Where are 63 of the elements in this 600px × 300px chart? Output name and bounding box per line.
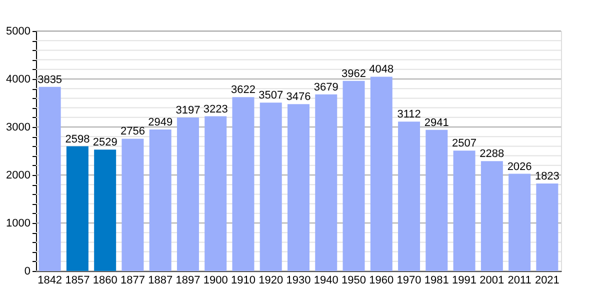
y-tick-label: 4000 [6, 74, 30, 86]
x-tick-label: 1950 [342, 274, 366, 286]
bar [176, 118, 199, 271]
data-label: 3112 [397, 108, 421, 121]
data-label: 3962 [342, 68, 366, 80]
data-label: 2941 [424, 116, 449, 129]
data-label: 3835 [38, 74, 62, 86]
data-label: 3507 [258, 90, 284, 102]
bar [398, 122, 420, 271]
x-tick-label: 1981 [424, 274, 449, 286]
data-label: 2507 [452, 138, 477, 150]
data-label: 3223 [203, 103, 228, 116]
x-tick-label: 1960 [369, 274, 394, 286]
x-tick-label: 2011 [508, 274, 532, 286]
data-label: 2288 [480, 148, 504, 160]
bar [370, 76, 392, 271]
bar [122, 138, 144, 271]
bar [66, 146, 88, 271]
bar [536, 183, 558, 271]
data-label: 3622 [230, 84, 256, 96]
x-tick-label: 1900 [203, 274, 228, 286]
x-tick-label: 1897 [176, 274, 200, 286]
data-label: 4048 [369, 64, 394, 76]
x-tick-label: 2021 [534, 274, 560, 286]
data-label: 2949 [148, 116, 173, 128]
x-tick-label: 1877 [120, 274, 145, 286]
x-tick-label: 1991 [452, 274, 477, 286]
y-tick-label: 5000 [6, 26, 30, 38]
x-tick-label: 1842 [38, 274, 62, 286]
bar [480, 161, 503, 271]
x-tick-label: 1940 [314, 274, 338, 286]
data-label: 3197 [176, 104, 200, 117]
data-label: 1823 [534, 170, 560, 182]
bar [260, 102, 282, 271]
data-label: 2529 [92, 136, 118, 149]
bar [232, 97, 254, 271]
x-tick-label: 1970 [396, 274, 422, 286]
x-tick-label: 1857 [65, 274, 90, 286]
data-label: 2598 [65, 133, 90, 146]
bar [426, 130, 448, 271]
bar [342, 80, 365, 271]
x-tick-label: 1887 [148, 274, 173, 286]
x-tick-label: 2001 [480, 274, 504, 286]
bar [315, 94, 338, 271]
bar [288, 104, 310, 271]
data-label: 2026 [507, 160, 532, 173]
bar [38, 86, 61, 271]
bar [204, 116, 227, 271]
bar [149, 129, 172, 271]
y-tick-label: 2000 [6, 170, 30, 182]
bar [94, 150, 116, 271]
y-tick-label: 3000 [6, 122, 30, 134]
x-tick-label: 1920 [258, 274, 284, 286]
data-label: 2756 [120, 126, 145, 138]
bar [453, 150, 476, 271]
data-label: 3679 [314, 81, 338, 94]
y-tick-label: 1000 [6, 218, 30, 230]
x-tick-label: 1910 [230, 274, 256, 286]
y-tick-label: 0 [24, 266, 30, 278]
x-tick-label: 1930 [286, 274, 311, 286]
bar [508, 174, 531, 271]
data-label: 3476 [286, 91, 311, 104]
x-tick-label: 1860 [92, 274, 118, 286]
